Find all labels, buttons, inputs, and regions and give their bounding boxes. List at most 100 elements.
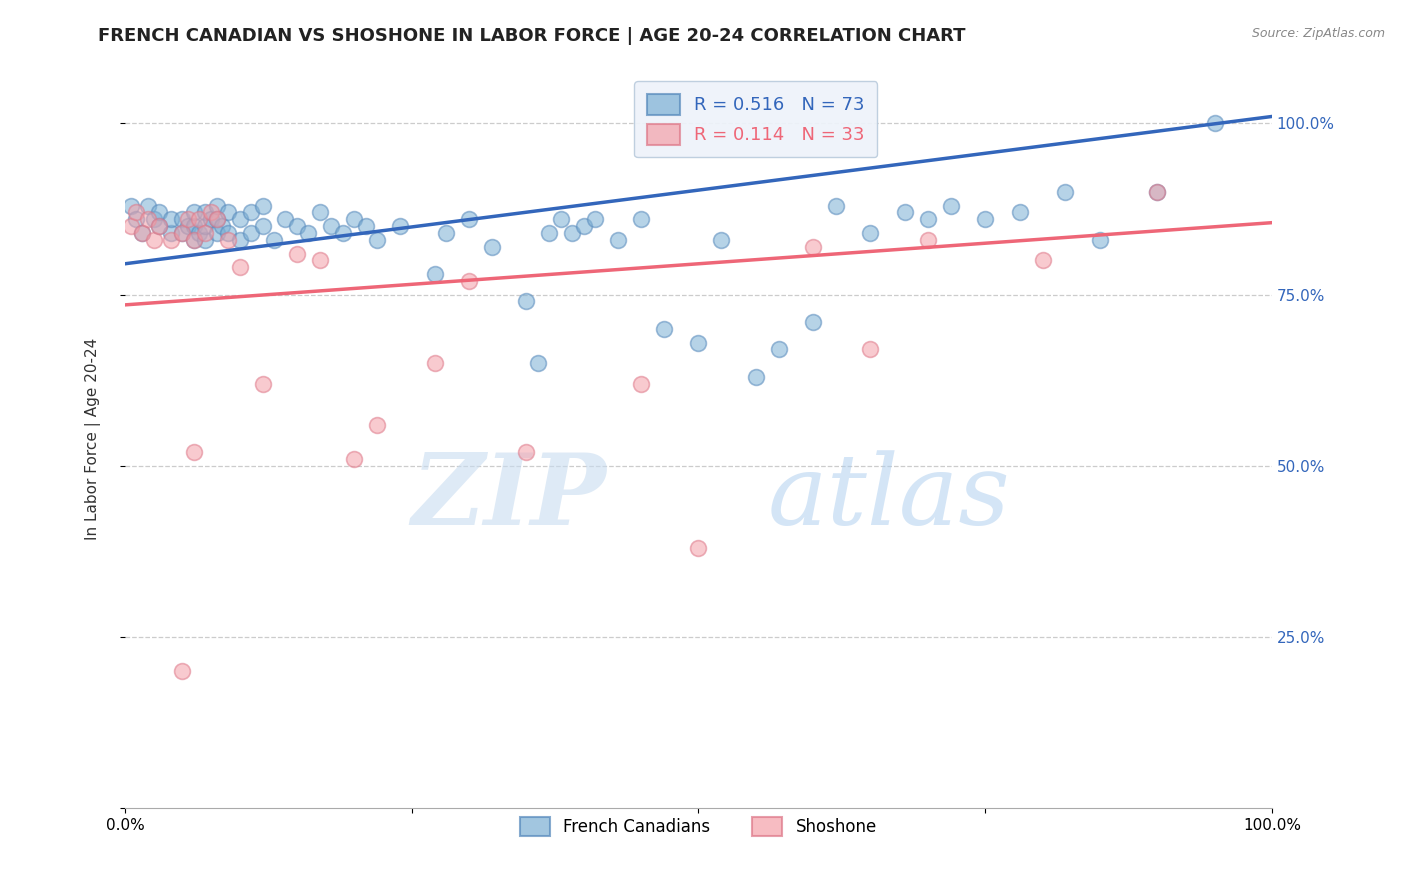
Point xyxy=(321,219,343,233)
Point xyxy=(285,219,308,233)
Point xyxy=(188,212,211,227)
Point xyxy=(515,294,537,309)
Text: Source: ZipAtlas.com: Source: ZipAtlas.com xyxy=(1251,27,1385,40)
Point xyxy=(188,226,211,240)
Point xyxy=(148,219,170,233)
Point xyxy=(939,198,962,212)
Point xyxy=(142,212,165,227)
Point xyxy=(630,376,652,391)
Point xyxy=(172,226,194,240)
Point xyxy=(1146,185,1168,199)
Point xyxy=(183,205,205,219)
Point xyxy=(120,198,142,212)
Point xyxy=(389,219,412,233)
Point xyxy=(240,226,263,240)
Point xyxy=(211,219,233,233)
Point xyxy=(194,226,217,240)
Point xyxy=(458,274,481,288)
Point xyxy=(148,219,170,233)
Point xyxy=(200,212,222,227)
Point xyxy=(710,233,733,247)
Point xyxy=(515,445,537,459)
Point xyxy=(183,233,205,247)
Point xyxy=(217,233,239,247)
Point xyxy=(183,219,205,233)
Point xyxy=(177,212,200,227)
Point xyxy=(366,417,388,432)
Point xyxy=(527,356,550,370)
Point xyxy=(434,226,457,240)
Point xyxy=(217,205,239,219)
Point xyxy=(801,315,824,329)
Point xyxy=(538,226,561,240)
Text: atlas: atlas xyxy=(768,450,1010,545)
Point xyxy=(200,205,222,219)
Point xyxy=(1031,253,1053,268)
Point xyxy=(136,198,159,212)
Point xyxy=(917,233,939,247)
Point xyxy=(217,226,239,240)
Point xyxy=(205,198,228,212)
Point xyxy=(205,212,228,227)
Point xyxy=(894,205,917,219)
Point xyxy=(688,335,710,350)
Point xyxy=(297,226,319,240)
Point xyxy=(159,212,181,227)
Point xyxy=(125,205,148,219)
Point xyxy=(194,233,217,247)
Point xyxy=(309,253,332,268)
Point xyxy=(205,212,228,227)
Point xyxy=(285,246,308,260)
Point xyxy=(423,356,446,370)
Point xyxy=(172,212,194,227)
Point xyxy=(125,212,148,227)
Point xyxy=(1146,185,1168,199)
Point xyxy=(252,376,274,391)
Point xyxy=(252,219,274,233)
Point xyxy=(159,226,181,240)
Point xyxy=(688,541,710,555)
Y-axis label: In Labor Force | Age 20-24: In Labor Force | Age 20-24 xyxy=(86,337,101,540)
Point xyxy=(745,369,768,384)
Point xyxy=(825,198,848,212)
Point xyxy=(131,226,153,240)
Point xyxy=(172,226,194,240)
Point xyxy=(159,233,181,247)
Point xyxy=(859,343,882,357)
Point xyxy=(172,665,194,679)
Point xyxy=(194,205,217,219)
Point xyxy=(177,219,200,233)
Point xyxy=(974,212,997,227)
Point xyxy=(205,226,228,240)
Point xyxy=(1204,116,1226,130)
Point xyxy=(1054,185,1077,199)
Legend: French Canadians, Shoshone: French Canadians, Shoshone xyxy=(512,808,886,845)
Point xyxy=(131,226,153,240)
Point xyxy=(183,445,205,459)
Point xyxy=(240,205,263,219)
Point xyxy=(228,233,250,247)
Point xyxy=(1088,233,1111,247)
Point xyxy=(481,240,503,254)
Point xyxy=(458,212,481,227)
Point xyxy=(136,212,159,227)
Point xyxy=(423,267,446,281)
Point xyxy=(228,260,250,275)
Point xyxy=(630,212,652,227)
Point xyxy=(1008,205,1031,219)
Point xyxy=(550,212,572,227)
Point xyxy=(561,226,583,240)
Point xyxy=(142,233,165,247)
Point xyxy=(768,343,790,357)
Point xyxy=(148,205,170,219)
Text: ZIP: ZIP xyxy=(412,450,606,546)
Point xyxy=(309,205,332,219)
Point xyxy=(572,219,595,233)
Point xyxy=(343,452,366,467)
Point xyxy=(917,212,939,227)
Point xyxy=(607,233,630,247)
Point xyxy=(652,322,675,336)
Point xyxy=(859,226,882,240)
Point xyxy=(332,226,354,240)
Point xyxy=(252,198,274,212)
